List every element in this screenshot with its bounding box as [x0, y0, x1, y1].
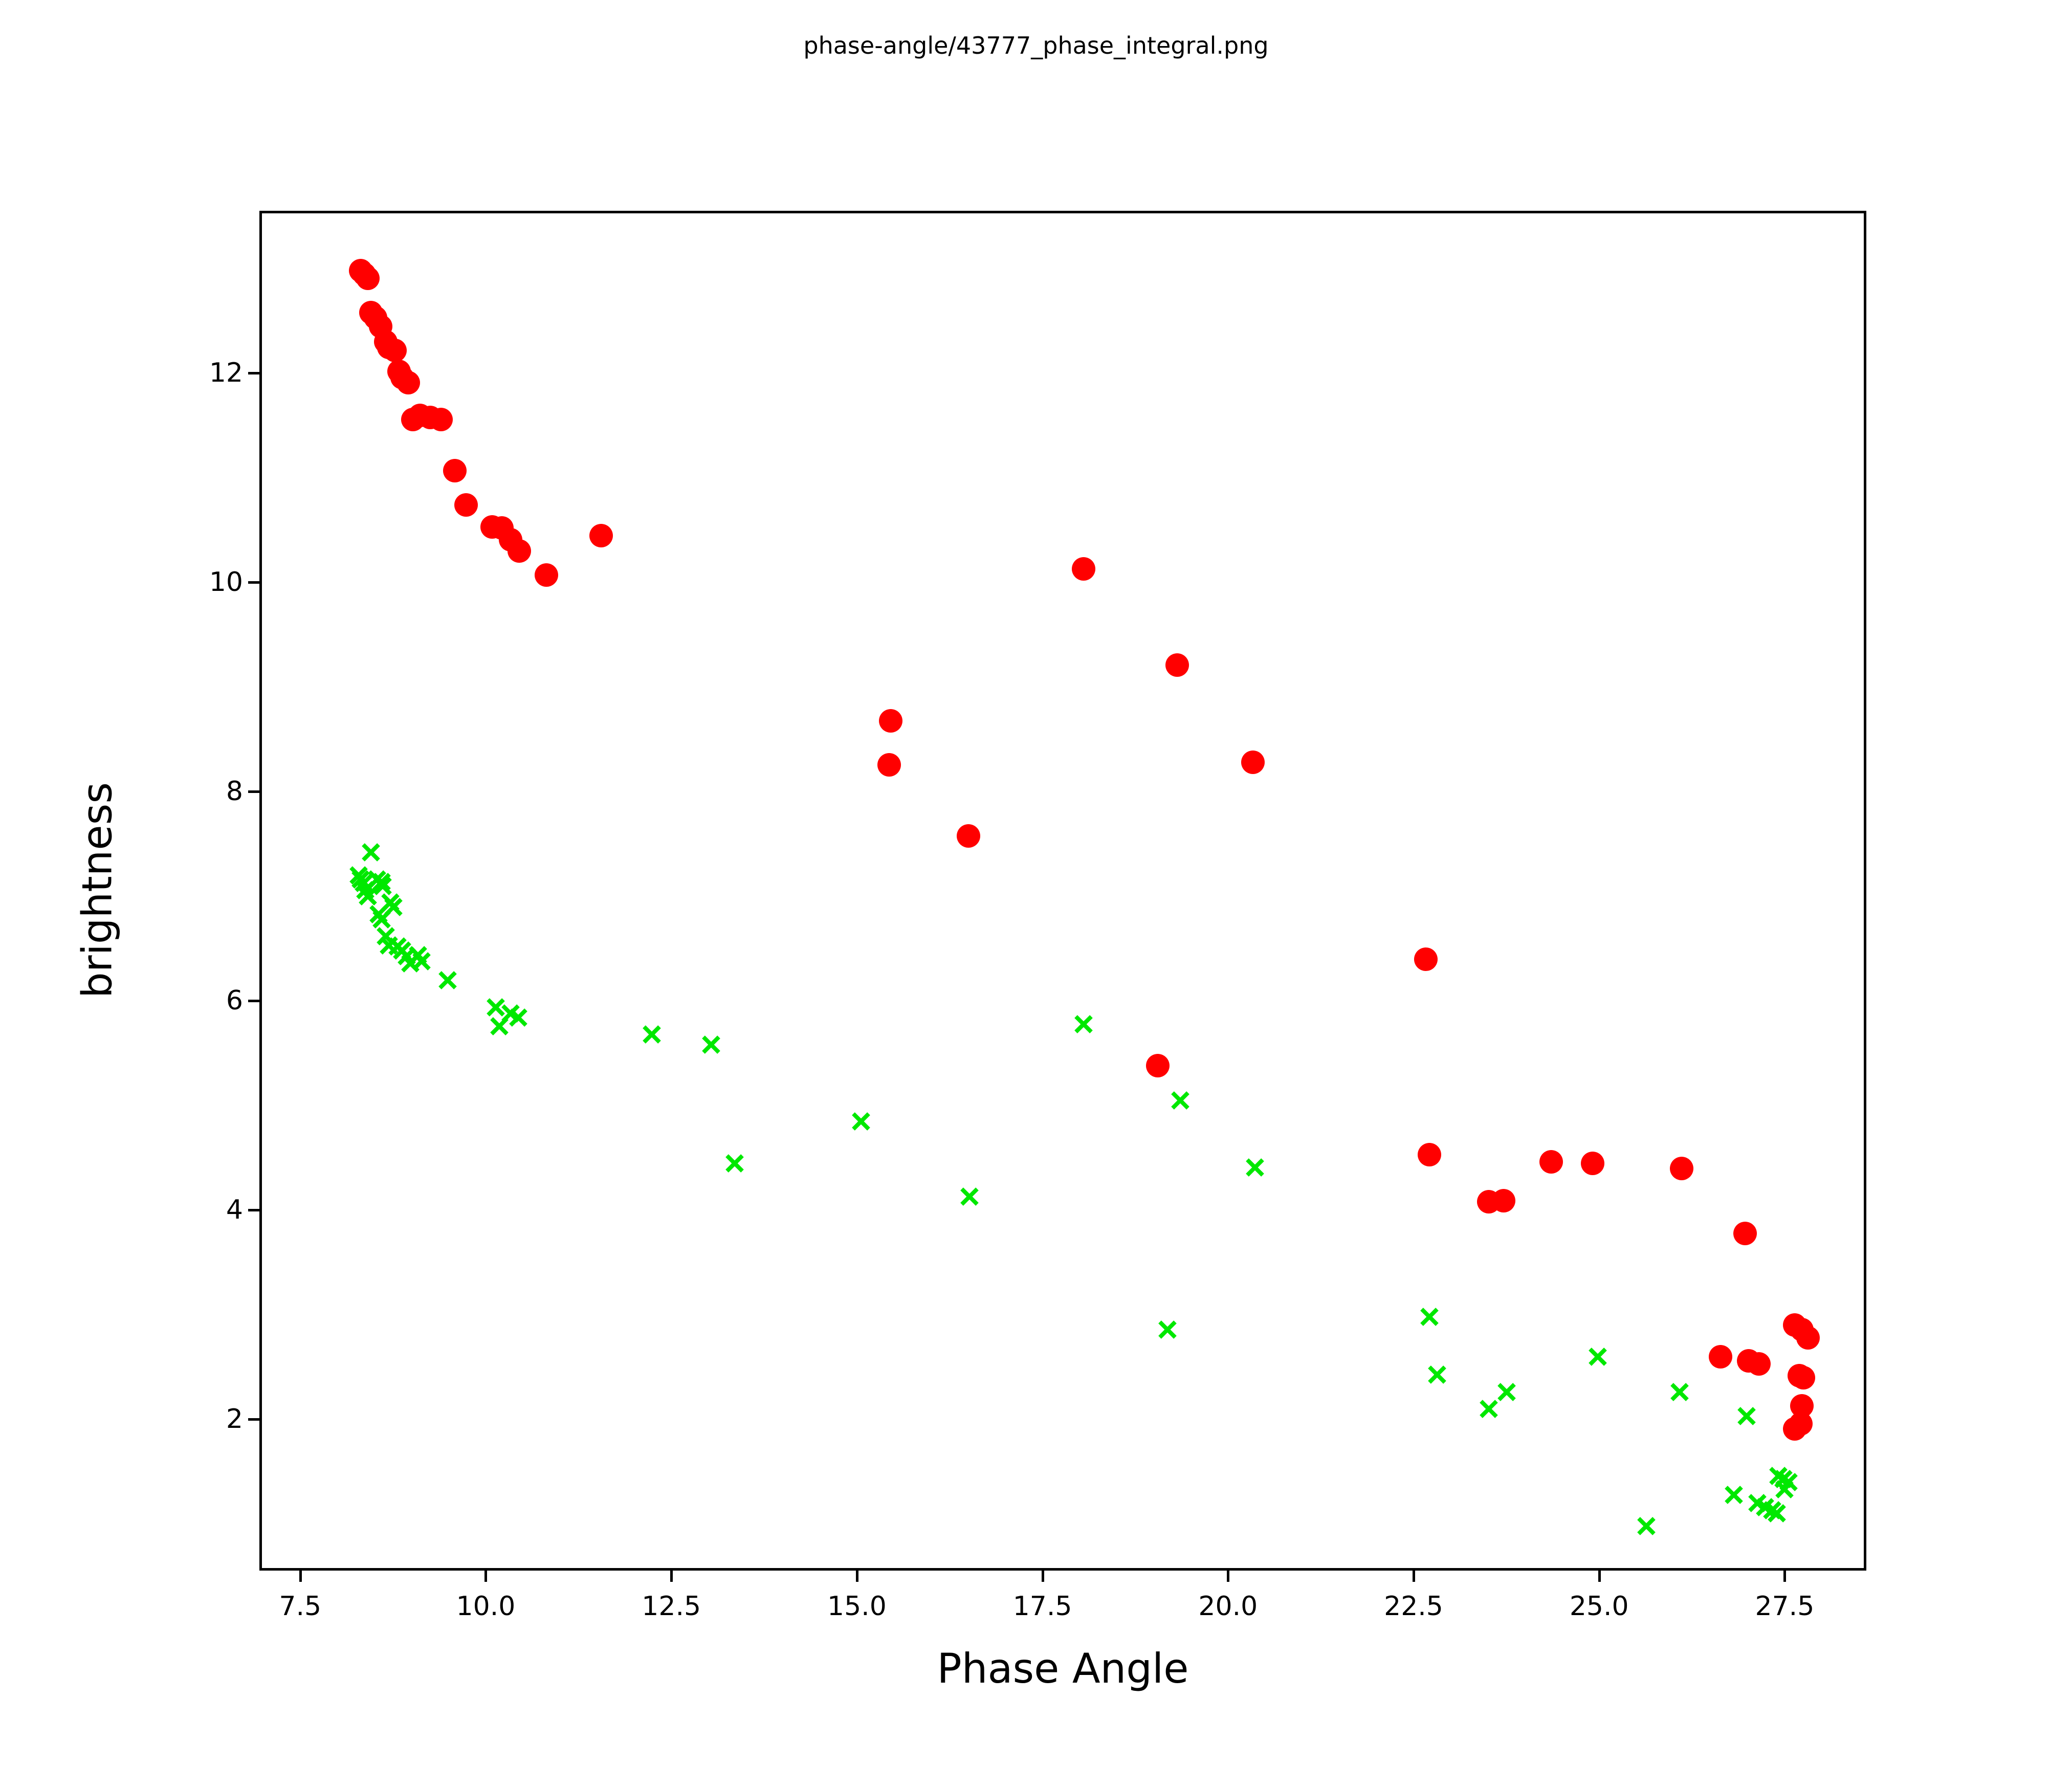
- x-tick-label: 10.0: [456, 1591, 516, 1622]
- data-point-cross: [1586, 1345, 1609, 1368]
- data-point-circle: [534, 563, 558, 587]
- data-point-cross: [1766, 1502, 1788, 1525]
- x-tick-mark: [1227, 1571, 1230, 1582]
- x-tick-mark: [1413, 1571, 1415, 1582]
- data-point-circle: [1733, 1221, 1757, 1245]
- data-point-circle: [1414, 947, 1438, 971]
- data-point-cross: [1418, 1306, 1441, 1328]
- y-tick-mark: [248, 1208, 259, 1211]
- data-point-cross: [1668, 1381, 1691, 1403]
- data-point-cross: [1773, 1478, 1796, 1501]
- x-tick-label: 15.0: [827, 1591, 887, 1622]
- data-point-circle: [1146, 1054, 1170, 1078]
- data-point-cross: [958, 1185, 981, 1208]
- x-tick-label: 22.5: [1384, 1591, 1443, 1622]
- y-tick-label: 2: [226, 1403, 243, 1435]
- x-axis-label: Phase Angle: [937, 1645, 1189, 1692]
- data-point-cross: [641, 1023, 663, 1046]
- y-tick-label: 8: [226, 776, 243, 807]
- data-point-circle: [1581, 1151, 1605, 1175]
- data-point-cross: [488, 1015, 511, 1038]
- x-tick-mark: [855, 1571, 858, 1582]
- data-point-circle: [1165, 653, 1189, 677]
- y-tick-mark: [248, 371, 259, 374]
- data-point-cross: [371, 875, 394, 897]
- data-point-cross: [370, 908, 393, 931]
- data-point-cross: [1156, 1318, 1179, 1341]
- x-tick-label: 25.0: [1569, 1591, 1629, 1622]
- data-point-circle: [878, 709, 902, 733]
- data-point-circle: [508, 539, 532, 563]
- data-point-cross: [357, 885, 379, 908]
- data-point-cross: [1072, 1013, 1095, 1035]
- data-point-cross: [484, 996, 507, 1019]
- data-point-circle: [1418, 1143, 1442, 1167]
- page-title: phase-angle/43777_phase_integral.png: [803, 32, 1269, 59]
- y-tick-mark: [248, 1418, 259, 1421]
- data-point-circle: [1792, 1365, 1816, 1389]
- data-point-circle: [1789, 1411, 1813, 1436]
- x-tick-label: 12.5: [642, 1591, 701, 1622]
- y-tick-label: 12: [209, 357, 243, 388]
- data-point-circle: [1670, 1156, 1694, 1180]
- y-tick-mark: [248, 581, 259, 584]
- data-point-circle: [1492, 1189, 1516, 1213]
- data-point-circle: [589, 523, 613, 547]
- data-point-cross: [436, 969, 459, 991]
- x-tick-mark: [670, 1571, 673, 1582]
- plot-frame: [259, 211, 1866, 1571]
- data-point-circle: [1708, 1344, 1732, 1369]
- y-tick-mark: [248, 999, 259, 1002]
- data-point-circle: [383, 338, 407, 362]
- data-point-circle: [1796, 1326, 1820, 1350]
- plot-area: [262, 213, 1864, 1568]
- data-point-circle: [454, 493, 478, 517]
- x-tick-mark: [1783, 1571, 1787, 1582]
- y-tick-mark: [248, 790, 259, 793]
- data-point-cross: [1723, 1484, 1745, 1506]
- x-tick-mark: [1041, 1571, 1044, 1582]
- data-point-cross: [1244, 1156, 1266, 1179]
- data-point-cross: [1478, 1398, 1500, 1420]
- data-point-circle: [429, 407, 453, 431]
- x-tick-mark: [299, 1571, 302, 1582]
- data-point-cross: [850, 1110, 872, 1133]
- data-point-circle: [877, 753, 901, 777]
- data-point-cross: [360, 841, 382, 864]
- x-tick-label: 17.5: [1012, 1591, 1072, 1622]
- data-point-cross: [1426, 1363, 1448, 1386]
- data-point-cross: [700, 1033, 722, 1056]
- x-tick-mark: [1598, 1571, 1601, 1582]
- data-point-cross: [1735, 1405, 1758, 1427]
- data-point-circle: [1747, 1352, 1771, 1376]
- x-tick-label: 27.5: [1755, 1591, 1815, 1622]
- y-tick-label: 6: [226, 985, 243, 1016]
- data-point-cross: [1635, 1515, 1658, 1537]
- data-point-circle: [396, 371, 420, 395]
- data-point-circle: [1072, 557, 1096, 581]
- data-point-circle: [443, 458, 467, 482]
- data-point-circle: [957, 824, 981, 848]
- data-point-cross: [399, 952, 422, 975]
- data-point-cross: [723, 1152, 746, 1175]
- data-point-cross: [1495, 1381, 1518, 1403]
- data-point-circle: [1539, 1150, 1563, 1174]
- data-point-circle: [356, 266, 380, 290]
- data-point-circle: [1241, 751, 1265, 775]
- x-tick-mark: [484, 1571, 488, 1582]
- y-axis-label: brightness: [73, 782, 121, 999]
- x-tick-label: 7.5: [279, 1591, 322, 1622]
- y-tick-label: 4: [226, 1194, 243, 1225]
- data-point-cross: [507, 1006, 530, 1029]
- x-tick-label: 20.0: [1198, 1591, 1258, 1622]
- y-tick-label: 10: [209, 566, 243, 598]
- data-point-cross: [1169, 1089, 1192, 1112]
